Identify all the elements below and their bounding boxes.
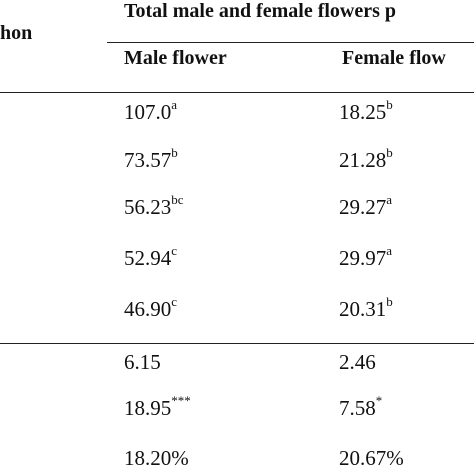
group-column-header: Total male and female flowers p: [124, 0, 397, 22]
male-value-cell: 46.90c: [124, 294, 178, 321]
female-value-cell: 29.27a: [339, 192, 393, 219]
female-value-cell: 21.28b: [339, 145, 393, 172]
male-value-cell: 56.23bc: [124, 192, 184, 219]
female-flower-column-header: Female flow: [342, 47, 446, 69]
group-header-underline: [107, 42, 474, 44]
treatment-column-header: hon: [0, 22, 33, 44]
female-value-cell: 29.97a: [339, 243, 393, 270]
female-stat-cell: 20.67%: [339, 446, 404, 470]
male-stat-cell: 18.20%: [124, 446, 189, 470]
male-stat-cell: 18.95***: [124, 393, 191, 420]
female-stat-cell: 2.46: [339, 350, 376, 374]
female-stat-cell: 7.58*: [339, 393, 383, 420]
female-value-cell: 20.31b: [339, 294, 393, 321]
male-value-cell: 107.0a: [124, 97, 178, 124]
male-stat-cell: 6.15: [124, 350, 161, 374]
stats-separator-rule: [0, 343, 474, 345]
male-value-cell: 73.57b: [124, 145, 178, 172]
male-value-cell: 52.94c: [124, 243, 178, 270]
header-bottom-rule: [0, 92, 474, 94]
male-flower-column-header: Male flower: [124, 47, 227, 69]
female-value-cell: 18.25b: [339, 97, 393, 124]
